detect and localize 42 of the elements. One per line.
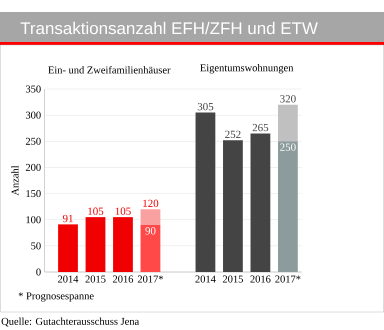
bar [278,141,298,272]
data-label: 252 [225,130,241,138]
data-label: 90 [145,227,156,235]
bar [223,140,243,272]
x-tick-label: 2016 [112,276,134,283]
x-tick-label: 2017* [275,276,300,283]
bar [250,133,270,272]
y-tick-label: 100 [26,216,41,224]
x-tick-label: 2015 [85,276,106,283]
data-label: 105 [88,208,104,215]
y-tick-label: 200 [26,164,41,171]
chart-title: Transaktionsanzahl EFH/ZFH und ETW [20,22,318,34]
text: * Prognosespanne [18,292,94,302]
bar [140,224,160,272]
total-label: 120 [143,200,158,208]
y-tick-label: 0 [36,268,41,276]
bar [140,209,160,225]
data-label: 265 [252,124,268,132]
x-tick-label: 2014 [195,276,216,283]
y-tick-label: 350 [26,85,41,93]
text: Eigentumswohnungen [200,64,294,74]
x-tick-label: 2017* [138,276,164,283]
bar [113,217,133,272]
y-tick-label: 250 [26,138,41,145]
bar [278,104,298,142]
y-axis-title: Anzahl [11,166,19,196]
x-tick-label: 2016 [250,276,271,283]
total-label: 320 [280,95,296,102]
x-tick-label: 2014 [58,276,78,283]
data-label: 305 [198,102,214,110]
y-tick-label: 50 [31,242,41,250]
y-tick-label: 150 [26,190,41,198]
bar [58,224,78,272]
source-note: Quelle: Gutachterausschuss Jena [2,318,140,326]
y-tick-label: 300 [26,112,41,119]
text: Ein- und Zweifamilienhäuser [48,66,170,74]
bar [86,217,106,272]
data-label: 91 [62,214,73,222]
data-label: 105 [116,208,131,215]
bar [196,112,216,272]
data-label: 250 [280,143,296,151]
x-tick-label: 2015 [222,276,243,283]
